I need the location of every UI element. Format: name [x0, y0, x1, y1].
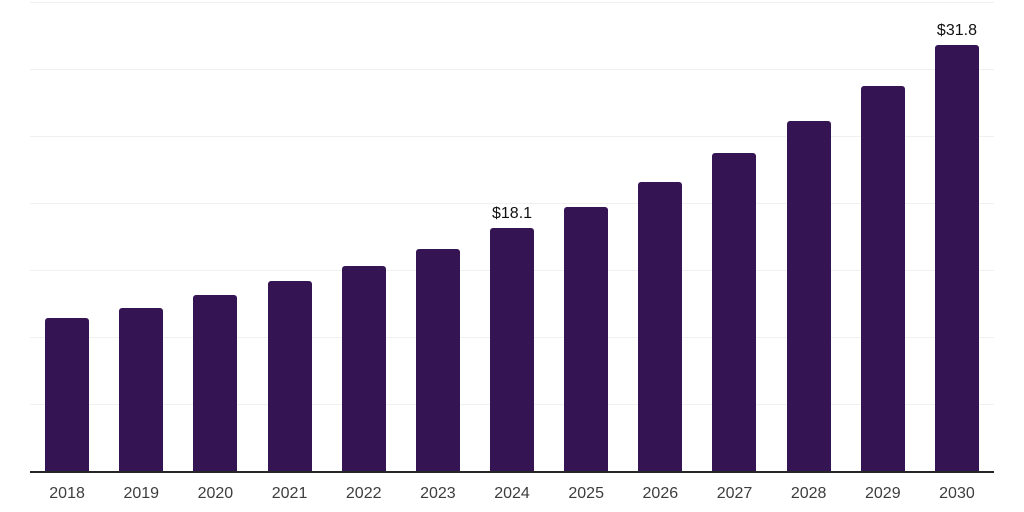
bar-2024 [490, 228, 535, 471]
bar-2023 [415, 249, 460, 471]
bar-column-2021 [252, 2, 326, 471]
bar-2018 [45, 318, 90, 471]
bar-column-2022 [327, 2, 401, 471]
bar-column-2018 [30, 2, 104, 471]
x-tick-label-2025: 2025 [568, 485, 604, 502]
bar-column-2023 [401, 2, 475, 471]
bar-column-2029 [846, 2, 920, 471]
x-axis-labels: 2018 2019 2020 2021 2022 2023 2024 2025 2026 2027… [30, 485, 994, 503]
bar-2020 [193, 295, 238, 471]
bar-2028 [786, 121, 831, 471]
bar-column-2030: $31.8 [920, 2, 994, 471]
x-tick-label-2022: 2022 [345, 485, 382, 502]
bar-column-2019 [104, 2, 178, 471]
bar-2025 [564, 207, 609, 471]
bar-column-2024: $18.1 [475, 2, 549, 471]
bar-2021 [267, 281, 312, 471]
grid-line [30, 203, 994, 204]
x-tick-label-2030: 2030 [939, 485, 975, 502]
bar-columns: $18.1 $31.8 [30, 2, 994, 471]
x-tick-label-2024: 2024 [494, 485, 530, 502]
x-tick-label-2019: 2019 [123, 485, 160, 502]
x-tick-label-2021: 2021 [271, 485, 308, 502]
x-tick-label-2029: 2029 [865, 485, 901, 502]
x-tick-label-2018: 2018 [49, 485, 85, 502]
bar-column-2026 [623, 2, 697, 471]
x-tick-label-2020: 2020 [197, 485, 234, 502]
bar-column-2028 [772, 2, 846, 471]
bar-value-label-2030: $31.8 [936, 22, 977, 39]
plot-area: $18.1 $31.8 [30, 2, 994, 473]
bar-column-2025 [549, 2, 623, 471]
grid-line [30, 136, 994, 137]
bar-column-2027 [697, 2, 771, 471]
x-tick-label-2027: 2027 [716, 485, 753, 502]
grid-line [30, 2, 994, 3]
bar-2022 [341, 266, 386, 471]
bar-2029 [860, 86, 905, 471]
grid-line [30, 69, 994, 70]
x-tick-label-2026: 2026 [642, 485, 679, 502]
bar-value-label-2024: $18.1 [491, 205, 533, 222]
bar-2027 [712, 153, 757, 471]
x-tick-label-2028: 2028 [790, 485, 827, 502]
bar-2030 [934, 45, 979, 471]
bar-column-2020 [178, 2, 252, 471]
bar-2019 [119, 308, 164, 471]
bar-2026 [638, 182, 683, 471]
x-tick-label-2023: 2023 [420, 485, 456, 502]
